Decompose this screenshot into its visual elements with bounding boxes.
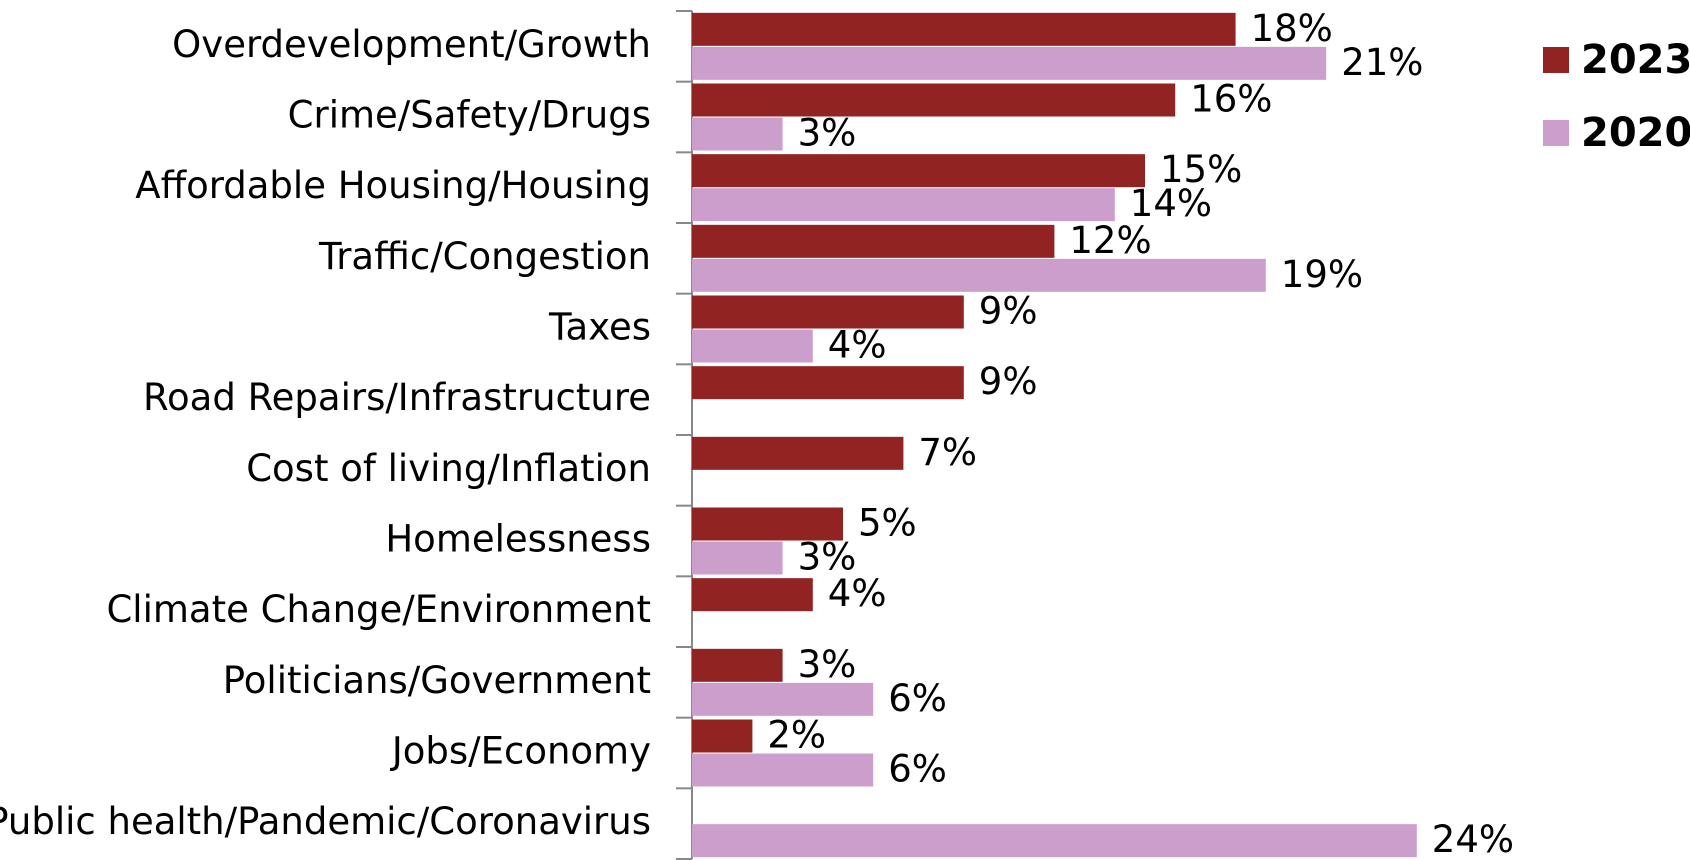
bar xyxy=(692,507,843,541)
category-label: Road Repairs/Infrastructure xyxy=(143,376,651,419)
value-label: 7% xyxy=(918,431,977,474)
value-label: 19% xyxy=(1281,253,1363,296)
value-label: 5% xyxy=(858,502,917,545)
bar xyxy=(692,578,813,612)
category-label: Public health/Pandemic/Coronavirus xyxy=(0,800,651,843)
bar xyxy=(692,258,1266,292)
bar xyxy=(692,436,904,470)
value-label: 16% xyxy=(1190,78,1272,121)
bar xyxy=(692,824,1417,858)
value-label: 18% xyxy=(1251,7,1333,50)
value-label: 3% xyxy=(798,112,857,155)
category-label: Affordable Housing/Housing xyxy=(135,164,651,207)
value-label: 9% xyxy=(979,360,1038,403)
category-label: Traffic/Congestion xyxy=(318,235,651,278)
category-label: Crime/Safety/Drugs xyxy=(288,94,651,137)
category-label: Taxes xyxy=(548,306,651,349)
bar xyxy=(692,224,1055,258)
value-label: 6% xyxy=(888,677,947,720)
legend-text: 2020 xyxy=(1581,110,1690,156)
bar xyxy=(692,83,1176,117)
bar xyxy=(692,12,1236,46)
bar xyxy=(692,46,1327,80)
value-label: 2% xyxy=(767,714,826,757)
value-label: 4% xyxy=(828,572,887,615)
bar xyxy=(692,541,783,575)
category-label: Jobs/Economy xyxy=(390,730,651,773)
bar xyxy=(692,188,1115,222)
bar xyxy=(692,117,783,151)
bar xyxy=(692,719,753,753)
category-label: Climate Change/Environment xyxy=(106,588,651,631)
bar xyxy=(692,648,783,682)
value-label: 9% xyxy=(979,290,1038,333)
legend-swatch xyxy=(1543,120,1569,146)
value-label: 3% xyxy=(798,643,857,686)
value-label: 4% xyxy=(828,324,887,367)
value-label: 14% xyxy=(1130,182,1212,225)
value-label: 3% xyxy=(798,536,857,579)
category-label: Overdevelopment/Growth xyxy=(172,23,651,66)
bar xyxy=(692,366,964,400)
legend-text: 2023 xyxy=(1581,37,1690,83)
legend-swatch xyxy=(1543,47,1569,73)
value-label: 12% xyxy=(1069,219,1151,262)
bar xyxy=(692,154,1145,188)
bar xyxy=(692,753,874,787)
category-label: Homelessness xyxy=(385,518,651,561)
value-label: 21% xyxy=(1341,41,1423,84)
category-label: Politicians/Government xyxy=(223,659,651,702)
bar xyxy=(692,295,964,329)
value-label: 24% xyxy=(1432,818,1514,860)
bar xyxy=(692,682,874,716)
category-label: Cost of living/Inflation xyxy=(246,447,651,490)
value-label: 15% xyxy=(1160,148,1242,191)
bar xyxy=(692,329,813,363)
value-label: 6% xyxy=(888,748,947,791)
